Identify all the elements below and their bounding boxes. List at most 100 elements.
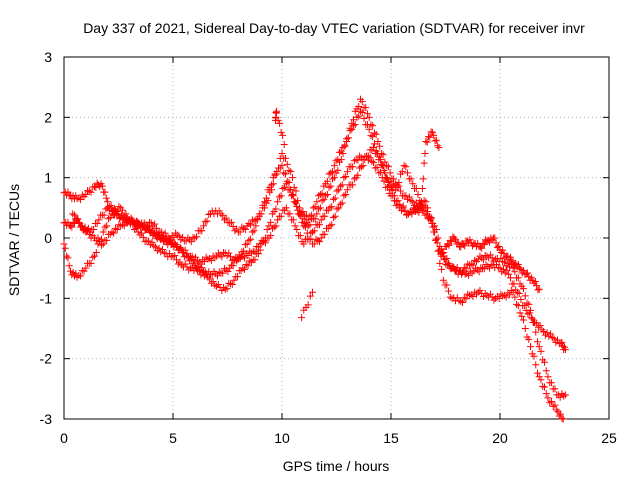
data-point xyxy=(354,171,362,179)
data-point xyxy=(475,268,483,276)
data-point xyxy=(213,252,221,260)
data-point xyxy=(198,264,206,272)
data-point xyxy=(561,391,569,399)
data-point xyxy=(214,249,222,257)
data-point xyxy=(306,212,314,220)
data-point xyxy=(82,264,90,272)
data-point xyxy=(361,156,369,164)
data-point xyxy=(205,210,213,218)
data-point xyxy=(64,254,72,262)
data-point xyxy=(461,242,469,250)
data-point xyxy=(239,264,247,272)
data-point xyxy=(92,248,100,256)
data-point xyxy=(336,182,344,190)
data-point xyxy=(424,204,432,212)
data-point xyxy=(217,210,225,218)
data-point xyxy=(492,239,500,247)
data-point xyxy=(329,168,337,176)
data-point xyxy=(200,222,208,230)
data-point xyxy=(63,252,71,260)
data-point xyxy=(320,195,328,203)
data-point xyxy=(72,270,80,278)
data-point xyxy=(77,272,85,280)
data-point xyxy=(533,282,541,290)
data-point xyxy=(274,216,282,224)
data-point xyxy=(523,299,531,307)
data-point xyxy=(221,285,229,293)
data-point xyxy=(144,223,152,231)
data-point xyxy=(193,233,201,241)
data-point xyxy=(532,328,540,336)
data-point xyxy=(130,219,138,227)
data-point xyxy=(358,109,366,117)
data-point xyxy=(513,300,521,308)
data-point xyxy=(356,152,364,160)
data-point xyxy=(546,399,554,407)
data-point xyxy=(188,252,196,260)
data-point xyxy=(533,369,541,377)
data-point xyxy=(69,210,77,218)
data-point xyxy=(460,294,468,302)
data-point xyxy=(107,204,115,212)
data-point xyxy=(470,267,478,275)
data-point xyxy=(331,212,339,220)
data-point xyxy=(482,261,490,269)
data-point xyxy=(122,210,130,218)
data-point xyxy=(500,258,508,266)
data-point xyxy=(276,119,284,127)
data-point xyxy=(302,223,310,231)
data-point xyxy=(297,209,305,217)
data-point xyxy=(317,234,325,242)
data-point xyxy=(220,248,228,256)
data-point xyxy=(480,241,488,249)
data-point xyxy=(432,235,440,243)
data-point xyxy=(535,285,543,293)
data-point xyxy=(400,162,408,170)
data-point xyxy=(343,186,351,194)
data-point xyxy=(430,131,438,139)
data-point xyxy=(201,218,209,226)
data-point xyxy=(559,342,567,350)
data-point xyxy=(438,265,446,273)
y-tick-label: -1 xyxy=(40,290,53,306)
data-point xyxy=(317,216,325,224)
data-point xyxy=(558,414,566,422)
data-point xyxy=(334,166,342,174)
data-point xyxy=(264,197,272,205)
data-point xyxy=(527,314,535,322)
data-point xyxy=(254,243,262,251)
data-point xyxy=(351,121,359,129)
data-point xyxy=(148,238,156,246)
data-point xyxy=(326,222,334,230)
data-point xyxy=(231,227,239,235)
data-point xyxy=(426,133,434,141)
data-point xyxy=(539,382,547,390)
data-point xyxy=(440,248,448,256)
data-point xyxy=(139,233,147,241)
data-point xyxy=(373,163,381,171)
data-point xyxy=(450,234,458,242)
data-point xyxy=(114,210,122,218)
data-point xyxy=(272,222,280,230)
data-point xyxy=(510,280,518,288)
data-point xyxy=(460,264,468,272)
data-point xyxy=(437,252,445,260)
data-point xyxy=(454,238,462,246)
grid xyxy=(64,57,609,419)
data-points xyxy=(60,95,569,423)
data-point xyxy=(531,277,539,285)
data-point xyxy=(390,192,398,200)
data-point xyxy=(488,293,496,301)
data-point xyxy=(99,228,107,236)
data-point xyxy=(289,192,297,200)
data-point xyxy=(329,175,337,183)
data-point xyxy=(68,223,76,231)
data-point xyxy=(499,246,507,254)
data-point xyxy=(536,321,544,329)
data-point xyxy=(395,178,403,186)
data-point xyxy=(369,122,377,130)
data-point xyxy=(427,128,435,136)
data-point xyxy=(335,186,343,194)
data-point xyxy=(191,234,199,242)
data-point xyxy=(137,223,145,231)
